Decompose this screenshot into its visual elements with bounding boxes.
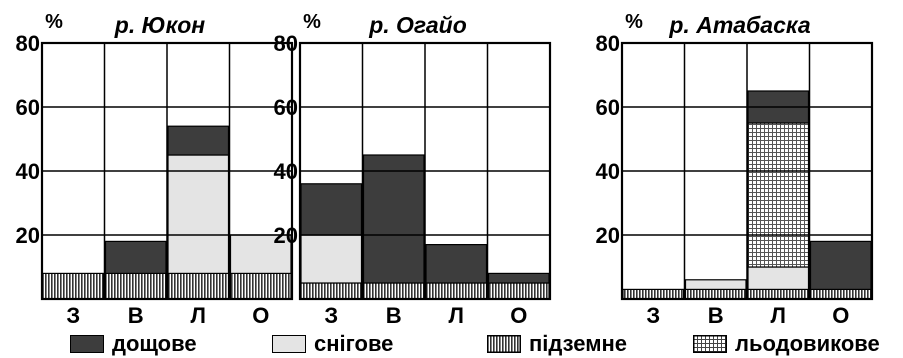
y-tick-label: 40 — [16, 159, 40, 184]
x-tick-label: В — [128, 303, 144, 328]
bar-segment-ground — [747, 288, 810, 300]
y-tick-label: 40 — [274, 159, 298, 184]
bar-segment-snow — [229, 234, 292, 275]
legend: дощове снігове підземне — [0, 330, 903, 358]
bar-segment-snow — [300, 234, 363, 284]
panel-title: р. Огайо — [368, 12, 467, 38]
bar-segment-ground — [300, 282, 363, 300]
bar-segment-rain — [425, 244, 488, 284]
bar-segment-rain — [809, 240, 872, 290]
bar-segment-snow — [747, 266, 810, 290]
legend-item-snow: снігове — [272, 330, 393, 358]
x-tick-label: Л — [191, 303, 206, 328]
bar-segment-rain — [362, 154, 425, 284]
bar-segment-rain — [167, 125, 230, 156]
bar-segment-ground — [104, 272, 167, 300]
plot-frame — [40, 41, 294, 301]
x-tick-label: Л — [771, 303, 786, 328]
x-tick-label: З — [646, 303, 660, 328]
bar-segment-ground — [362, 282, 425, 300]
y-tick-label: 80 — [16, 31, 40, 56]
legend-swatch-glacier — [693, 335, 727, 353]
plot-frame — [620, 41, 874, 301]
bar-segment-ground — [167, 272, 230, 300]
bar-segment-rain — [487, 272, 550, 284]
legend-item-glacier: льодовикове — [693, 330, 880, 358]
bar-segment-ground — [487, 282, 550, 300]
x-tick-label: О — [252, 303, 269, 328]
y-tick-label: 20 — [596, 223, 620, 248]
bar-segment-glacier — [747, 122, 810, 268]
legend-label-glacier: льодовикове — [735, 331, 880, 356]
y-tick-label: 60 — [596, 95, 620, 120]
legend-swatch-snow — [272, 335, 306, 353]
y-unit-label: % — [303, 11, 321, 33]
bar-segment-ground — [809, 288, 872, 300]
panel-title: р. Юкон — [114, 12, 206, 38]
bar-segment-ground — [229, 272, 292, 300]
bar-segment-snow — [167, 154, 230, 275]
y-tick-label: 80 — [274, 31, 298, 56]
y-tick-label: 80 — [596, 31, 620, 56]
x-tick-label: З — [324, 303, 338, 328]
legend-item-rain: дощове — [70, 330, 197, 358]
y-unit-label: % — [45, 11, 63, 33]
x-tick-label: О — [510, 303, 527, 328]
y-tick-label: 60 — [274, 95, 298, 120]
x-tick-label: О — [832, 303, 849, 328]
bar-segment-ground — [684, 288, 747, 300]
bar-segment-rain — [300, 183, 363, 236]
chart-panel-1: р. Юкон% 20 40 60 80 З В Л О — [16, 11, 294, 328]
x-tick-label: З — [66, 303, 80, 328]
x-tick-label: Л — [449, 303, 464, 328]
x-tick-label: В — [386, 303, 402, 328]
panel-title: р. Атабаска — [668, 12, 810, 38]
y-unit-label: % — [625, 11, 643, 33]
bar-segment-ground — [425, 282, 488, 300]
bar-segment-ground — [622, 288, 685, 300]
legend-label-ground: підземне — [529, 331, 628, 356]
y-tick-label: 20 — [274, 223, 298, 248]
bar-segment-snow — [684, 279, 747, 290]
x-tick-label: В — [708, 303, 724, 328]
legend-swatch-rain — [70, 335, 104, 353]
y-tick-label: 40 — [596, 159, 620, 184]
legend-label-snow: снігове — [314, 331, 394, 356]
bar-segment-rain — [104, 240, 167, 274]
legend-label-rain: дощове — [112, 331, 197, 356]
y-tick-label: 60 — [16, 95, 40, 120]
bar-segment-ground — [42, 272, 105, 300]
legend-item-ground: підземне — [487, 330, 627, 358]
chart-panel-3: р. Атабаска% 20 40 60 80 З В Л О — [596, 11, 874, 328]
chart-panel-2: р. Огайо% 20 40 60 80 З В Л О — [274, 11, 552, 328]
plot-frame — [298, 41, 552, 301]
y-tick-label: 20 — [16, 223, 40, 248]
river-regime-charts: р. Юкон% 20 40 60 80 З В Л Ор. Огайо% 20 40 60 80 З В Л… — [16, 11, 874, 328]
legend-swatch-ground — [487, 335, 521, 353]
